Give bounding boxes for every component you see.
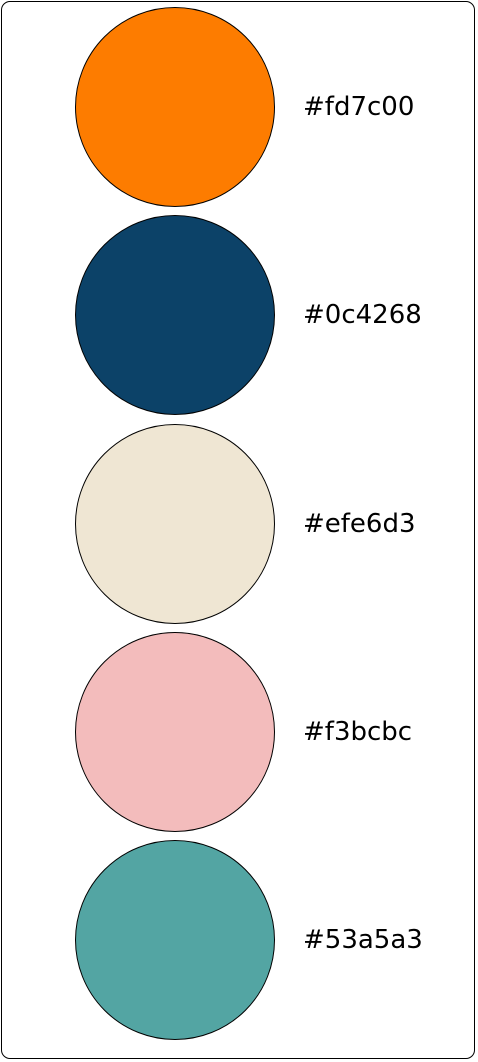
color-swatch-circle [75,840,275,1040]
color-hex-label: #efe6d3 [303,509,416,539]
swatch-row-5: #53a5a3 [2,835,476,1040]
swatch-row-1: #fd7c00 [2,2,476,207]
swatch-row-2: #0c4268 [2,210,476,415]
color-swatch-circle [75,632,275,832]
swatch-row-4: #f3bcbc [2,627,476,832]
color-hex-label: #0c4268 [303,300,422,330]
color-hex-label: #f3bcbc [303,717,413,747]
color-swatch-circle [75,424,275,624]
swatch-row-3: #efe6d3 [2,419,476,624]
color-swatch-circle [75,7,275,207]
color-swatch-circle [75,215,275,415]
color-hex-label: #fd7c00 [303,92,415,122]
color-hex-label: #53a5a3 [303,925,423,955]
